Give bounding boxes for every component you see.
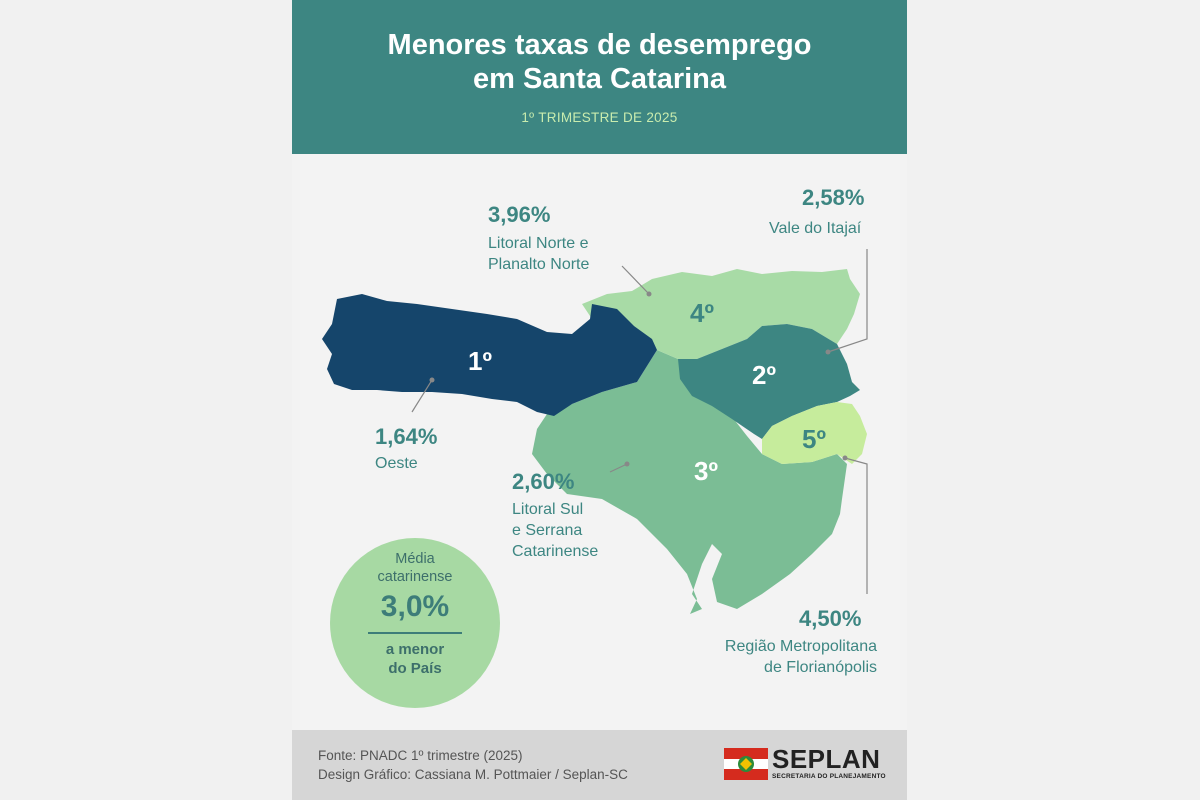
- pct-litoral-norte: 3,96%: [488, 202, 551, 227]
- leader-dot-litoral-sul: [624, 461, 630, 467]
- logo-subtitle: SECRETARIA DO PLANEJAMENTO: [772, 773, 886, 780]
- leader-dot-litoral-norte: [646, 291, 652, 297]
- footer-credit: Design Gráfico: Cassiana M. Pottmaier / …: [318, 767, 628, 782]
- footer: Fonte: PNADC 1º trimestre (2025) Design …: [292, 730, 907, 800]
- region-litoral-sul-serrana: [532, 350, 847, 614]
- santa-catarina-flag-icon: [724, 748, 768, 780]
- title-line-2: em Santa Catarina: [472, 63, 727, 95]
- santa-catarina-map: [322, 249, 868, 614]
- average-note-line-2: do País: [388, 660, 442, 677]
- pct-florianopolis: 4,50%: [799, 606, 862, 631]
- name-florianopolis-line-2: de Florianópolis: [764, 659, 877, 676]
- rank-vale-itajai: 2º: [752, 360, 776, 390]
- region-grande-florianopolis: [762, 402, 867, 464]
- page-title: Menores taxas de desemprego em Santa Cat…: [292, 28, 907, 96]
- logo-name: SEPLAN: [772, 744, 881, 774]
- leader-dot-florianopolis: [842, 455, 848, 461]
- name-litoral-norte-line-1: Litoral Norte e: [488, 235, 589, 252]
- average-label-line-1: Média: [395, 551, 435, 567]
- leader-florianopolis: [844, 457, 868, 594]
- header-banner: Menores taxas de desemprego em Santa Cat…: [292, 0, 907, 154]
- leader-dot-vale-itajai: [825, 349, 831, 355]
- region-litoral-norte-planalto: [582, 269, 860, 359]
- average-note: a menor do País: [330, 640, 500, 678]
- name-florianopolis-line-1: Região Metropolitana: [724, 638, 877, 655]
- leader-oeste: [411, 379, 433, 413]
- footer-credits: Fonte: PNADC 1º trimestre (2025) Design …: [318, 746, 628, 784]
- region-vale-itajai: [678, 324, 860, 439]
- footer-source: Fonte: PNADC 1º trimestre (2025): [318, 748, 523, 763]
- leader-lines: [411, 249, 868, 594]
- rank-florianopolis: 5º: [802, 424, 826, 454]
- pct-litoral-sul: 2,60%: [512, 469, 575, 494]
- leader-vale-itajai: [827, 249, 868, 353]
- average-divider: [368, 632, 462, 634]
- title-line-1: Menores taxas de desemprego: [387, 29, 812, 61]
- leader-litoral-norte: [621, 265, 650, 295]
- average-label: Média catarinense: [330, 550, 500, 586]
- pct-oeste: 1,64%: [375, 424, 438, 449]
- name-litoral-sul-line-1: Litoral Sul: [512, 501, 584, 518]
- average-value: 3,0%: [380, 590, 450, 623]
- rank-litoral-norte: 4º: [690, 298, 714, 328]
- name-vale-itajai: Vale do Itajaí: [769, 220, 862, 237]
- seplan-logo: SEPLAN SECRETARIA DO PLANEJAMENTO: [724, 744, 886, 786]
- average-note-line-1: a menor: [385, 641, 445, 658]
- name-litoral-sul-line-3: Catarinense: [512, 543, 599, 560]
- average-label-line-2: catarinense: [377, 569, 453, 585]
- name-florianopolis: Região Metropolitana de Florianópolis: [693, 636, 877, 678]
- name-litoral-norte-line-2: Planalto Norte: [488, 256, 590, 273]
- rank-litoral-sul: 3º: [694, 456, 718, 486]
- leader-dots: [429, 291, 848, 467]
- pct-vale-itajai: 2,58%: [802, 185, 865, 210]
- name-oeste: Oeste: [375, 455, 418, 472]
- name-litoral-norte: Litoral Norte e Planalto Norte: [488, 233, 589, 275]
- subtitle: 1º TRIMESTRE DE 2025: [521, 110, 678, 125]
- average-badge: Média catarinense 3,0% a menor do País: [330, 538, 500, 708]
- infographic-card: Menores taxas de desemprego em Santa Cat…: [292, 0, 907, 800]
- region-oeste: [322, 294, 657, 416]
- rank-oeste: 1º: [468, 346, 492, 376]
- name-litoral-sul: Litoral Sul e Serrana Catarinense: [512, 499, 598, 562]
- leader-dot-oeste: [429, 377, 435, 383]
- leader-litoral-sul: [609, 463, 628, 473]
- name-litoral-sul-line-2: e Serrana: [512, 522, 583, 539]
